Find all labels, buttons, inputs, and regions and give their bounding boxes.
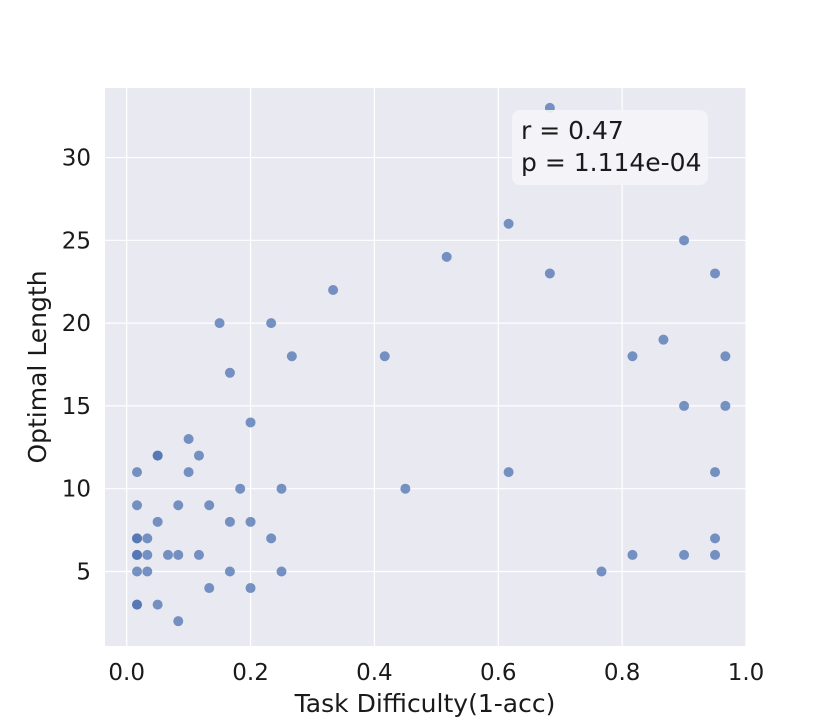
y-tick-label: 10 <box>62 477 91 503</box>
x-tick-label: 0.2 <box>232 660 269 686</box>
data-point <box>214 318 225 329</box>
data-point <box>627 549 638 560</box>
data-point <box>245 516 256 527</box>
data-point <box>245 583 256 594</box>
data-point <box>132 500 143 511</box>
data-point <box>235 483 246 494</box>
data-point <box>204 583 215 594</box>
data-point <box>152 599 163 610</box>
x-tick-label: 0.4 <box>356 660 393 686</box>
annotation-p-value: p = 1.114e-04 <box>521 148 702 177</box>
data-point <box>173 616 184 627</box>
data-point <box>132 566 143 577</box>
data-point <box>720 400 731 411</box>
data-point <box>400 483 411 494</box>
data-point <box>596 566 607 577</box>
data-point <box>710 268 721 279</box>
y-tick-labels: 5 10 15 20 25 30 <box>62 146 91 586</box>
annotation-box <box>512 110 708 185</box>
data-point <box>379 351 390 362</box>
y-tick-label: 30 <box>62 146 91 172</box>
data-point <box>266 533 277 544</box>
data-point <box>132 533 143 544</box>
data-point <box>658 334 669 345</box>
data-point <box>142 533 153 544</box>
data-point <box>679 549 690 560</box>
data-point <box>266 318 277 329</box>
data-point <box>503 218 514 229</box>
data-point <box>152 450 163 461</box>
data-point <box>193 450 204 461</box>
data-point <box>276 566 287 577</box>
y-tick-label: 15 <box>62 394 91 420</box>
data-point <box>132 549 143 560</box>
data-point <box>544 268 555 279</box>
data-point <box>173 549 184 560</box>
x-axis-label: Task Difficulty(1-acc) <box>294 689 556 718</box>
data-point <box>162 549 173 560</box>
data-point <box>679 400 690 411</box>
x-tick-label: 1.0 <box>728 660 765 686</box>
data-point <box>132 599 143 610</box>
data-point <box>245 417 256 428</box>
data-point <box>224 516 235 527</box>
x-tick-labels: 0.0 0.2 0.4 0.6 0.8 1.0 <box>108 660 764 686</box>
data-point <box>132 467 143 478</box>
data-point <box>710 533 721 544</box>
data-point <box>276 483 287 494</box>
data-point <box>193 549 204 560</box>
correlation-annotation: r = 0.47 p = 1.114e-04 <box>512 110 708 185</box>
data-point <box>720 351 731 362</box>
data-points <box>132 102 731 627</box>
data-point <box>142 549 153 560</box>
data-point <box>183 434 194 445</box>
y-tick-label: 20 <box>62 311 91 337</box>
y-axis-label: Optimal Length <box>23 270 52 463</box>
data-point <box>173 500 184 511</box>
data-point <box>328 285 339 296</box>
y-tick-label: 5 <box>76 559 91 585</box>
annotation-r-value: r = 0.47 <box>521 116 624 145</box>
data-point <box>152 516 163 527</box>
y-tick-label: 25 <box>62 228 91 254</box>
x-tick-label: 0.6 <box>480 660 517 686</box>
data-point <box>224 367 235 378</box>
data-point <box>286 351 297 362</box>
data-point <box>710 467 721 478</box>
x-tick-label: 0.8 <box>604 660 641 686</box>
data-point <box>183 467 194 478</box>
data-point <box>503 467 514 478</box>
data-point <box>710 549 721 560</box>
data-point <box>679 235 690 246</box>
data-point <box>441 251 452 262</box>
data-point <box>224 566 235 577</box>
x-tick-label: 0.0 <box>108 660 145 686</box>
data-point <box>627 351 638 362</box>
grid-lines <box>105 88 747 646</box>
data-point <box>142 566 153 577</box>
data-point <box>204 500 215 511</box>
